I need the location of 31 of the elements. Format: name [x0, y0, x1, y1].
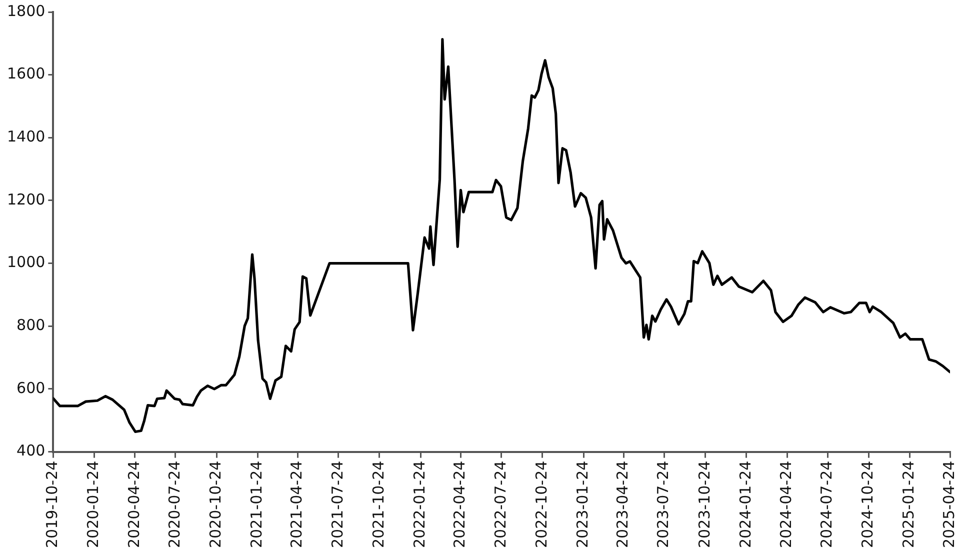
y-tick-label: 1600 [6, 64, 46, 83]
x-tick-label: 2025-04-24 [940, 460, 958, 548]
x-tick-label: 2024-04-24 [776, 460, 795, 548]
x-tick-label: 2020-04-24 [124, 460, 143, 548]
x-tick-label: 2023-07-24 [654, 460, 672, 548]
x-tick-label: 2019-10-24 [43, 460, 62, 548]
x-tick-label: 2023-01-24 [573, 460, 592, 548]
y-tick-label: 400 [16, 442, 46, 460]
x-tick-label: 2023-10-24 [695, 460, 714, 548]
y-tick-label: 1800 [6, 2, 46, 20]
x-tick-label: 2021-10-24 [369, 460, 388, 548]
x-tick-label: 2022-04-24 [450, 460, 469, 548]
x-tick-label: 2020-10-24 [206, 460, 224, 548]
y-tick-label: 1200 [6, 190, 46, 208]
x-tick-label: 2024-10-24 [858, 460, 877, 548]
x-tick-label: 2025-01-24 [900, 460, 918, 548]
x-tick-label: 2021-04-24 [288, 460, 306, 548]
x-tick-label: 2023-04-24 [614, 460, 632, 548]
y-tick-label: 600 [16, 378, 46, 397]
x-tick-label: 2024-01-24 [736, 460, 754, 548]
y-tick-label: 800 [16, 316, 46, 334]
y-tick-label: 1000 [6, 253, 46, 272]
x-tick-label: 2021-07-24 [328, 460, 346, 548]
y-tick-label: 1400 [6, 128, 46, 146]
x-tick-label: 2024-07-24 [818, 460, 836, 548]
x-tick-label: 2022-01-24 [410, 460, 428, 548]
x-tick-label: 2022-10-24 [532, 460, 550, 548]
x-tick-label: 2020-07-24 [165, 460, 184, 548]
x-tick-label: 2020-01-24 [84, 460, 102, 548]
x-tick-label: 2022-07-24 [491, 460, 510, 548]
x-tick-label: 2021-01-24 [248, 460, 266, 548]
